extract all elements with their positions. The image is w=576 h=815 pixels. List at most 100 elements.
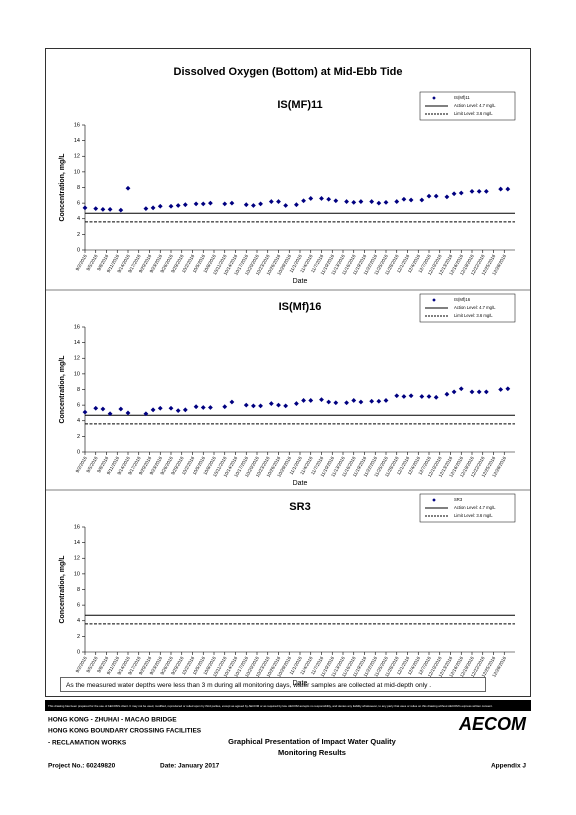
project-line: HONG KONG - ZHUHAI - MACAO BRIDGE — [48, 717, 177, 724]
data-point — [301, 398, 306, 403]
data-point — [222, 404, 228, 410]
data-point — [276, 402, 281, 408]
y-tick-label: 16 — [74, 122, 80, 128]
data-point — [408, 197, 414, 203]
y-tick-label: 12 — [74, 556, 80, 562]
data-point — [168, 405, 174, 411]
legend-label: IS(Mf)16 — [454, 297, 471, 302]
data-point — [326, 196, 332, 202]
x-axis-label: Date — [293, 480, 308, 487]
data-point — [376, 398, 382, 404]
data-point — [175, 203, 181, 208]
data-point — [229, 200, 235, 206]
data-point — [426, 193, 432, 199]
data-point — [476, 189, 482, 194]
data-point — [251, 403, 256, 409]
data-point — [426, 394, 432, 399]
data-point — [333, 400, 339, 406]
data-point — [258, 403, 263, 409]
data-point — [82, 205, 88, 211]
data-point — [498, 186, 504, 192]
data-point — [469, 189, 475, 194]
y-tick-label: 10 — [74, 571, 80, 577]
data-point — [276, 199, 281, 204]
data-point — [93, 206, 99, 211]
chart-title: IS(Mf)16 — [279, 301, 322, 313]
y-tick-label: 8 — [77, 587, 80, 593]
data-point — [229, 399, 235, 405]
data-point — [125, 185, 131, 191]
data-point — [444, 194, 450, 200]
data-point — [283, 403, 289, 409]
chart-title: SR3 — [289, 501, 310, 513]
data-point — [143, 411, 149, 417]
data-point — [333, 198, 339, 204]
y-tick-label: 6 — [77, 603, 80, 609]
data-point — [505, 186, 511, 192]
legend-box — [419, 493, 516, 523]
legend-label: IS(Mf)11 — [454, 95, 470, 100]
drawing-title: Graphical Presentation of Impact Water Q… — [228, 737, 397, 746]
data-point — [182, 407, 188, 413]
y-tick-label: 0 — [77, 649, 80, 655]
x-axis-label: Date — [293, 680, 308, 687]
data-point — [498, 387, 504, 392]
data-point — [150, 205, 156, 211]
y-tick-label: 12 — [74, 356, 80, 362]
data-point — [157, 405, 163, 411]
legend-label: Action Level: 4.7 mg/L — [454, 103, 496, 108]
legend-marker — [432, 298, 436, 302]
data-point — [358, 399, 364, 405]
data-point — [107, 411, 113, 417]
legend-label: Limit Level: 3.6 mg/L — [454, 513, 493, 518]
data-point — [344, 199, 349, 204]
y-tick-label: 12 — [74, 154, 80, 160]
data-point — [419, 197, 425, 203]
data-point — [394, 393, 400, 399]
y-tick-label: 10 — [74, 169, 80, 175]
data-point — [308, 398, 314, 403]
data-point — [193, 201, 199, 207]
data-point — [243, 402, 249, 408]
disclaimer: This drawing has been prepared for the u… — [48, 704, 493, 708]
data-point — [222, 201, 228, 207]
legend-marker — [432, 498, 436, 502]
y-axis-label: Concentration, mg/L — [59, 355, 66, 424]
legend-label: Action Level: 4.7 mg/L — [454, 305, 496, 310]
y-tick-label: 6 — [77, 403, 80, 409]
data-point — [118, 406, 124, 412]
data-point — [351, 199, 357, 205]
data-point — [344, 400, 349, 406]
y-tick-label: 10 — [74, 371, 80, 377]
data-point — [308, 196, 314, 201]
y-tick-label: 8 — [77, 185, 80, 191]
y-axis-label: Concentration, mg/L — [59, 555, 66, 624]
legend-label: Limit Level: 3.6 mg/L — [454, 111, 493, 116]
data-point — [175, 408, 181, 413]
data-point — [143, 206, 149, 211]
data-point — [301, 198, 306, 204]
data-point — [433, 394, 439, 400]
y-tick-label: 14 — [74, 138, 80, 144]
data-point — [193, 404, 199, 410]
data-point — [369, 398, 375, 404]
y-tick-label: 14 — [74, 540, 80, 546]
y-tick-label: 0 — [77, 247, 80, 253]
data-point — [93, 405, 99, 411]
legend-label: Action Level: 4.7 mg/L — [454, 505, 496, 510]
legend-marker — [432, 96, 436, 100]
data-point — [383, 398, 389, 403]
data-point — [476, 389, 482, 395]
legend-label: Limit Level: 3.6 mg/L — [454, 313, 493, 318]
data-point — [168, 203, 174, 209]
data-point — [451, 389, 457, 395]
x-axis-label: Date — [293, 278, 308, 285]
data-point — [358, 199, 364, 204]
project-line: HONG KONG BOUNDARY CROSSING FACILITIES — [48, 728, 202, 735]
y-tick-label: 0 — [77, 449, 80, 455]
data-point — [458, 386, 464, 392]
page-title: Dissolved Oxygen (Bottom) at Mid-Ebb Tid… — [174, 66, 403, 78]
data-point — [505, 386, 511, 392]
